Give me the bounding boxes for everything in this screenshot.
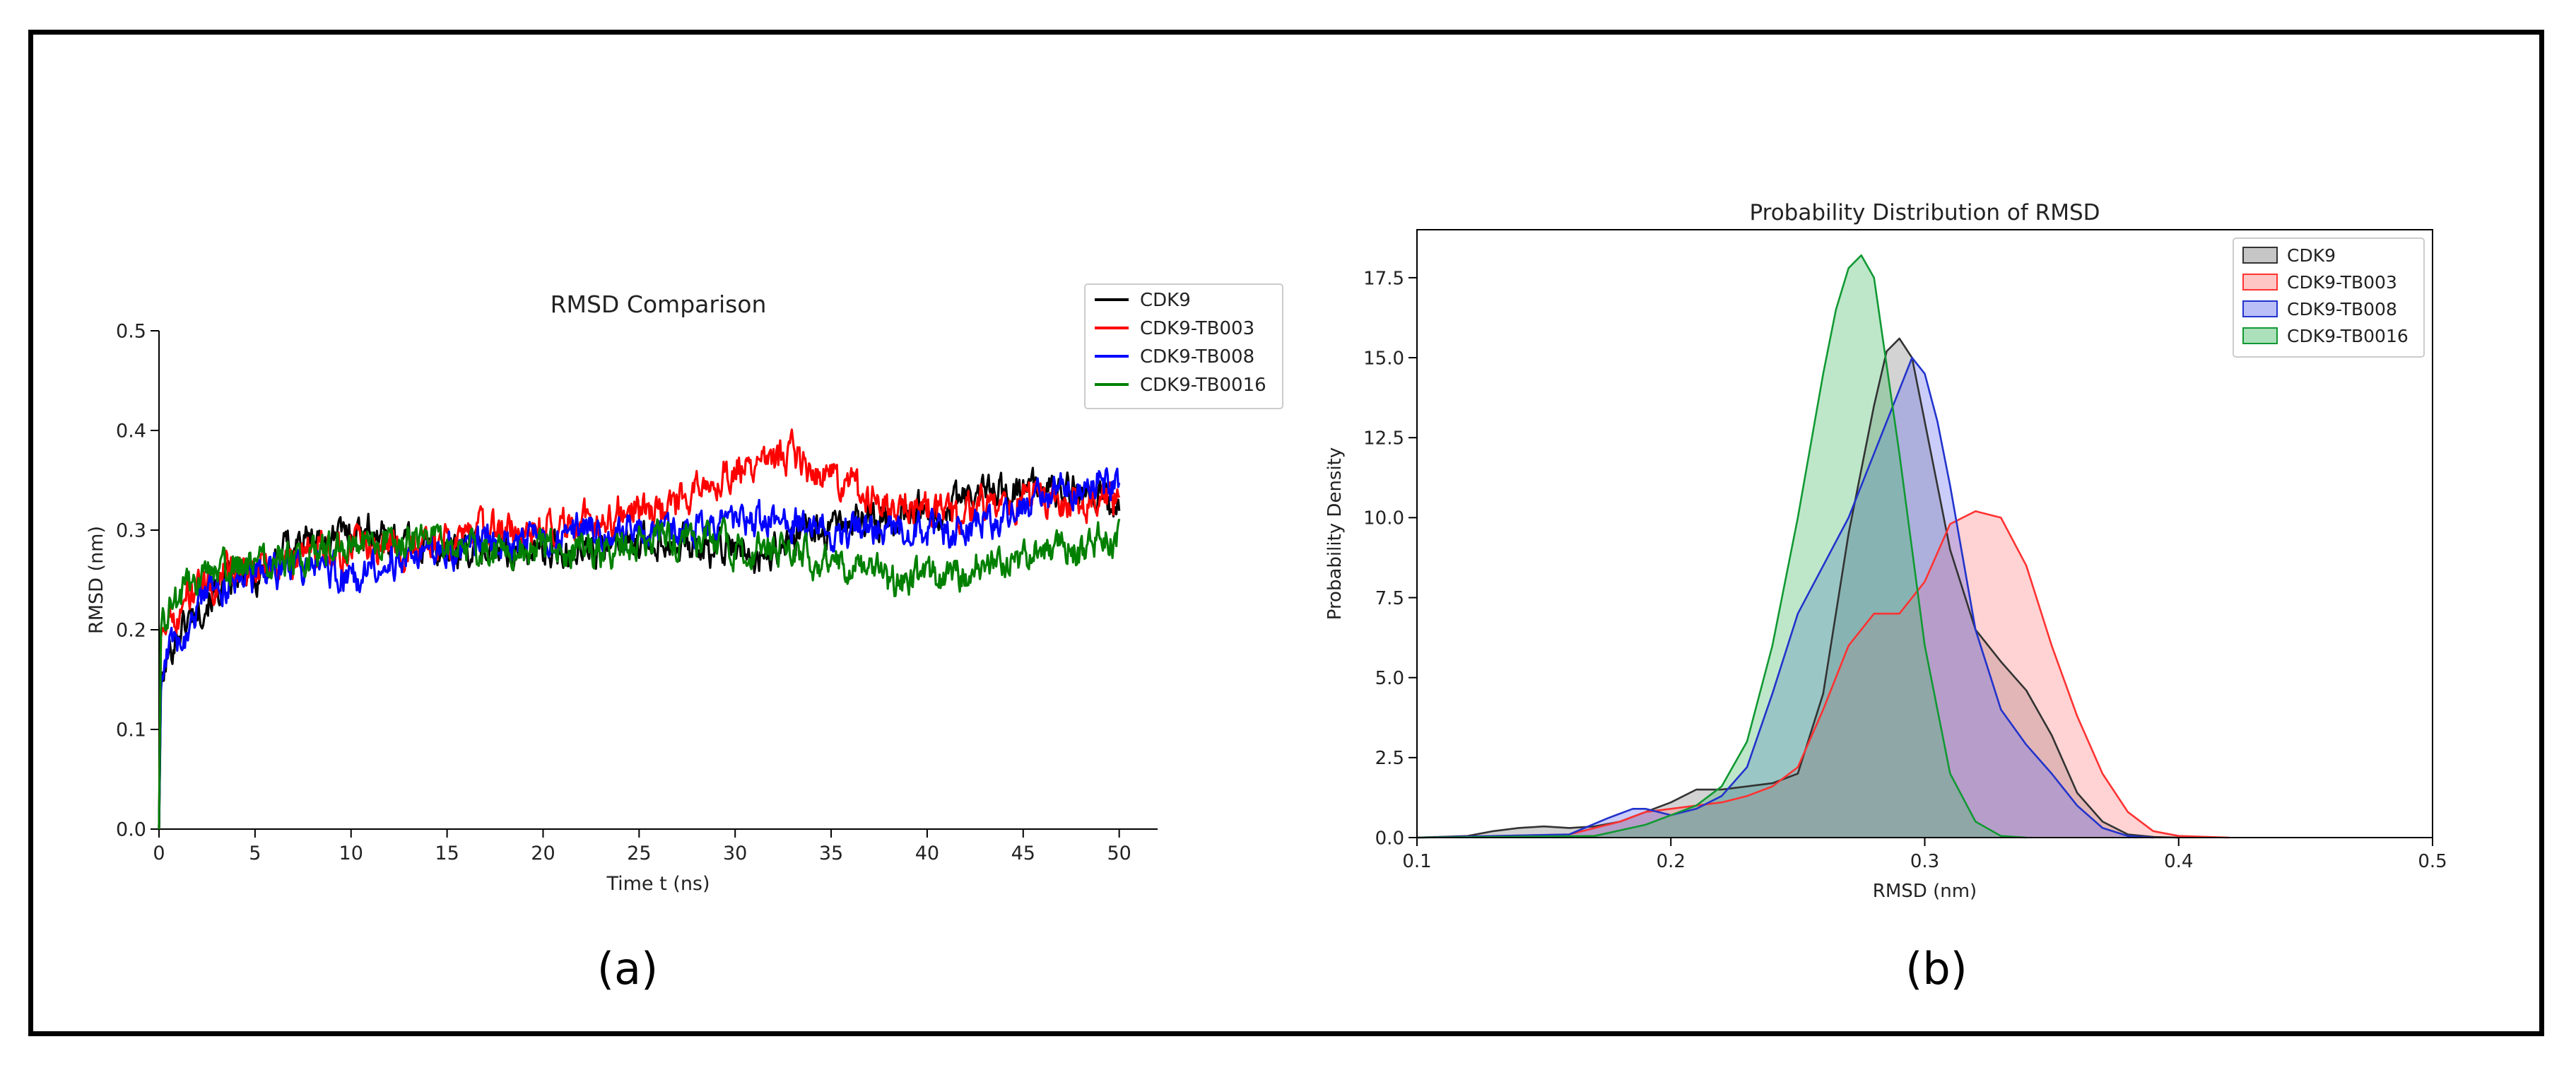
figure-frame [28,30,2544,1036]
panel-a-legend-label-0: CDK9 [1140,290,1191,311]
panel-a-series-line-0 [158,466,1121,830]
panel-b-x-tick-label-1: 0.2 [1657,851,1686,872]
panel-a-series-line-1 [158,428,1121,830]
panel-b-legend-label-2: CDK9-TB008 [2287,299,2397,319]
panel-a-x-tick-label-3: 15 [435,843,459,864]
panel-a-legend-label-3: CDK9-TB0016 [1140,375,1266,396]
panel-a-legend-box [1084,283,1283,409]
panel-a-title: RMSD Comparison [551,291,767,318]
panel-b-y-tick-label-5: 12.5 [1363,428,1404,450]
panel-a-legend-label-1: CDK9-TB003 [1140,318,1254,339]
panel-b-y-tick-label-1: 2.5 [1375,748,1404,769]
panel-b-plot-frame [1416,229,2433,838]
panel-b-legend-swatch-2 [2242,300,2278,317]
panel-b-y-tick-label-7: 17.5 [1363,268,1404,289]
panel-b-legend-swatch-0 [2242,247,2278,264]
panel-b-x-tick-label-2: 0.3 [1910,851,1939,872]
panel-b-y-tick-label-4: 10.0 [1363,508,1404,529]
panel-b-y-tick-label-3: 7.5 [1375,588,1404,609]
panel-b-density-area-1 [1417,511,2230,838]
panel-a-caption: (a) [597,943,658,994]
panel-a-x-tick-label-4: 20 [531,843,555,864]
panel-b-x-axis-label: RMSD (nm) [1873,881,1977,902]
panel-b-x-tick-label-3: 0.4 [2164,851,2193,872]
panel-a-x-tick-label-10: 50 [1107,843,1131,864]
panel-a-rmsd-time-series: 0 5 10 15 20 25 30 35 40 45 50 0.0 0.1 0.2 0.3 0.4 0.5 RM… [86,283,1283,895]
panel-a-x-tick-label-6: 30 [723,843,747,864]
panel-a-series-line-3 [158,517,1121,830]
panel-b-legend-swatch-1 [2242,274,2278,291]
panel-b-density-line-0 [1416,337,2179,839]
panel-b-caption: (b) [1905,943,1968,994]
panel-b-y-tick-label-2: 5.0 [1375,668,1404,689]
panel-a-x-tick-label-2: 10 [339,843,363,864]
panel-a-x-tick-label-9: 45 [1011,843,1035,864]
panel-b-density-line-1 [1416,510,2230,839]
panel-b-y-axis-label: Probability Density [1324,447,1346,621]
panel-b-density-area-2 [1417,358,2153,838]
panel-b-y-tick-label-0: 0.0 [1375,828,1404,849]
panel-a-y-axis-label: RMSD (nm) [86,526,107,634]
panel-b-legend-label-1: CDK9-TB003 [2287,272,2397,293]
panel-a-x-tick-label-1: 5 [249,843,261,864]
panel-a-x-tick-label-8: 40 [915,843,939,864]
panel-b-title: Probability Distribution of RMSD [1750,200,2100,225]
panel-a-x-axis-label: Time t (ns) [606,873,710,895]
panel-b-density-area-3 [1417,255,2027,838]
panel-b-legend-swatch-3 [2242,327,2278,344]
panel-a-y-tick-label-0: 0.0 [116,819,146,841]
panel-a-x-tick-label-0: 0 [153,843,165,864]
panel-a-y-tick-label-1: 0.1 [116,720,146,741]
panel-a-y-tick-label-4: 0.4 [116,421,146,442]
panel-a-legend-label-2: CDK9-TB008 [1140,346,1254,368]
panel-b-legend-box [2233,237,2425,358]
panel-a-x-tick-label-5: 25 [627,843,651,864]
panel-b-y-tick-label-6: 15.0 [1363,348,1404,369]
panel-b-density-line-3 [1416,254,2027,839]
panel-b-density-area-0 [1417,338,2179,838]
panel-b-x-tick-label-4: 0.5 [2418,851,2447,872]
panel-a-x-tick-label-7: 35 [819,843,843,864]
panel-a-series-line-2 [158,467,1121,830]
panel-b-x-tick-label-0: 0.1 [1402,851,1431,872]
panel-b-density-line-2 [1416,356,2153,839]
panel-b-rmsd-density: 0.1 0.2 0.3 0.4 0.5 0.0 2.5 5.0 7.5 10.0 12.5 15.0 1… [1324,200,2447,902]
panel-a-y-tick-label-3: 0.3 [116,520,146,542]
panel-a-y-tick-label-5: 0.5 [116,321,146,343]
panel-a-y-tick-label-2: 0.2 [116,620,146,642]
panel-b-legend-label-0: CDK9 [2287,245,2336,266]
panel-b-legend-label-3: CDK9-TB0016 [2287,326,2409,346]
